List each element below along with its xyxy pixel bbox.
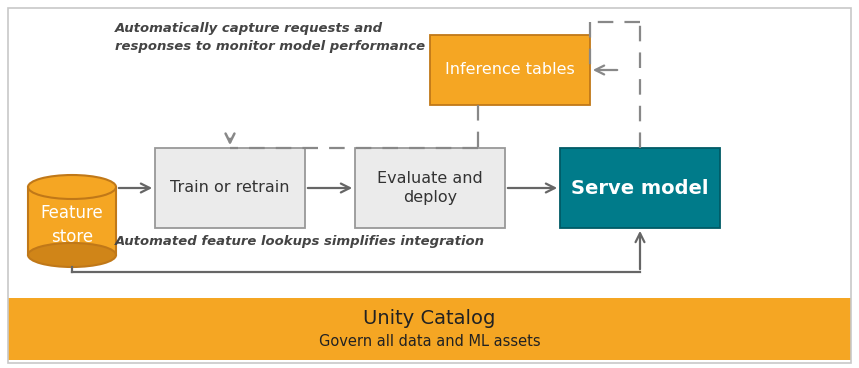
Text: Govern all data and ML assets: Govern all data and ML assets: [319, 335, 540, 350]
Text: Automated feature lookups simplifies integration: Automated feature lookups simplifies int…: [115, 236, 485, 248]
Bar: [8, 298, 851, 360]
Text: Inference tables: Inference tables: [445, 63, 575, 78]
Text: Evaluate and
deploy: Evaluate and deploy: [377, 171, 483, 205]
Bar: [355, 148, 505, 228]
Bar: [560, 148, 720, 228]
Text: Unity Catalog: Unity Catalog: [363, 308, 496, 328]
Bar: [430, 35, 590, 105]
Text: Serve model: Serve model: [571, 178, 709, 198]
Text: Automatically capture requests and
responses to monitor model performance: Automatically capture requests and respo…: [115, 22, 425, 53]
Ellipse shape: [28, 243, 116, 267]
Bar: [155, 148, 305, 228]
Text: Feature
store: Feature store: [40, 204, 103, 246]
Text: Train or retrain: Train or retrain: [170, 180, 289, 195]
Bar: [28, 187, 116, 255]
Ellipse shape: [28, 175, 116, 199]
